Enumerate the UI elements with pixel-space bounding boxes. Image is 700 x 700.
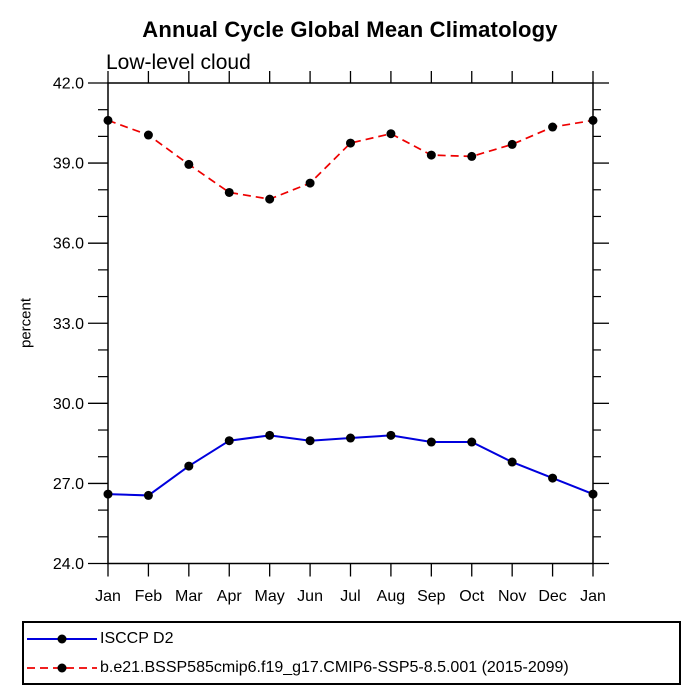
x-tick-label: Jan bbox=[580, 588, 606, 605]
data-point-marker-1 bbox=[386, 129, 396, 139]
x-tick-label: Apr bbox=[217, 588, 243, 605]
data-point-marker-1 bbox=[224, 187, 234, 197]
y-tick-label: 39.0 bbox=[53, 156, 84, 173]
x-tick-label: Oct bbox=[459, 588, 484, 605]
y-tick-label: 33.0 bbox=[53, 316, 84, 333]
y-tick-label: 30.0 bbox=[53, 396, 84, 413]
series-line-0 bbox=[107, 434, 594, 497]
data-point-marker-0 bbox=[588, 489, 598, 499]
data-point-marker-0 bbox=[467, 437, 477, 447]
legend-item-model: b.e21.BSSP585cmip6.f19_g17.CMIP6-SSP5-8.… bbox=[26, 654, 679, 681]
x-tick-label: Jul bbox=[340, 588, 360, 605]
data-point-marker-1 bbox=[467, 151, 477, 161]
data-point-marker-0 bbox=[103, 489, 113, 499]
x-tick-label: Aug bbox=[377, 588, 405, 605]
data-point-marker-0 bbox=[143, 490, 153, 500]
y-tick-label: 24.0 bbox=[53, 556, 84, 573]
x-tick-label: Feb bbox=[135, 588, 163, 605]
data-point-marker-0 bbox=[265, 430, 275, 440]
data-point-marker-1 bbox=[346, 138, 355, 148]
data-point-marker-1 bbox=[184, 159, 194, 169]
data-point-marker-1 bbox=[143, 130, 153, 140]
data-point-marker-0 bbox=[346, 433, 355, 443]
legend-swatch-dashed-line-icon bbox=[27, 663, 97, 672]
x-tick-label: Jun bbox=[297, 588, 323, 605]
series-line-1 bbox=[107, 119, 594, 200]
data-point-marker-1 bbox=[305, 178, 315, 188]
data-point-marker-0 bbox=[386, 430, 396, 440]
data-point-marker-1 bbox=[265, 194, 275, 204]
data-point-marker-1 bbox=[103, 115, 113, 125]
annual-cycle-chart: Jan Feb Mar Apr May Jun Jul Aug Sep Oct Nov Dec Jan 2… bbox=[53, 71, 609, 605]
plot-frame bbox=[107, 82, 594, 565]
legend-label-isccp: ISCCP D2 bbox=[100, 629, 174, 647]
chart-title: Annual Cycle Global Mean Climatology bbox=[142, 17, 558, 42]
data-point-marker-1 bbox=[426, 150, 436, 160]
data-point-marker-0 bbox=[224, 436, 234, 446]
data-point-marker-0 bbox=[426, 437, 436, 447]
y-tick-label: 42.0 bbox=[53, 76, 84, 93]
legend-item-isccp: ISCCP D2 bbox=[26, 625, 679, 652]
x-tick-label: Jan bbox=[95, 588, 121, 605]
data-point-marker-0 bbox=[305, 436, 315, 446]
legend-box: ISCCP D2 b.e21.BSSP585cmip6.f19_g17.CMIP… bbox=[22, 621, 681, 685]
y-tick-label: 36.0 bbox=[53, 236, 84, 253]
data-point-marker-1 bbox=[507, 139, 517, 149]
y-axis-label: percent bbox=[17, 297, 35, 349]
data-point-marker-0 bbox=[507, 457, 517, 467]
data-point-marker-1 bbox=[548, 122, 558, 132]
data-point-marker-0 bbox=[548, 473, 558, 483]
x-tick-label: Nov bbox=[498, 588, 526, 605]
legend-swatch-solid-line-icon bbox=[27, 634, 97, 643]
chart-subtitle: Low-level cloud bbox=[106, 51, 251, 74]
data-point-marker-0 bbox=[184, 461, 194, 471]
legend-label-model: b.e21.BSSP585cmip6.f19_g17.CMIP6-SSP5-8.… bbox=[100, 658, 569, 676]
x-tick-label: May bbox=[255, 588, 285, 605]
y-tick-label: 27.0 bbox=[53, 476, 84, 493]
data-point-marker-1 bbox=[588, 115, 598, 125]
x-tick-label: Dec bbox=[538, 588, 566, 605]
x-tick-label: Mar bbox=[175, 588, 203, 605]
x-tick-label: Sep bbox=[417, 588, 446, 605]
